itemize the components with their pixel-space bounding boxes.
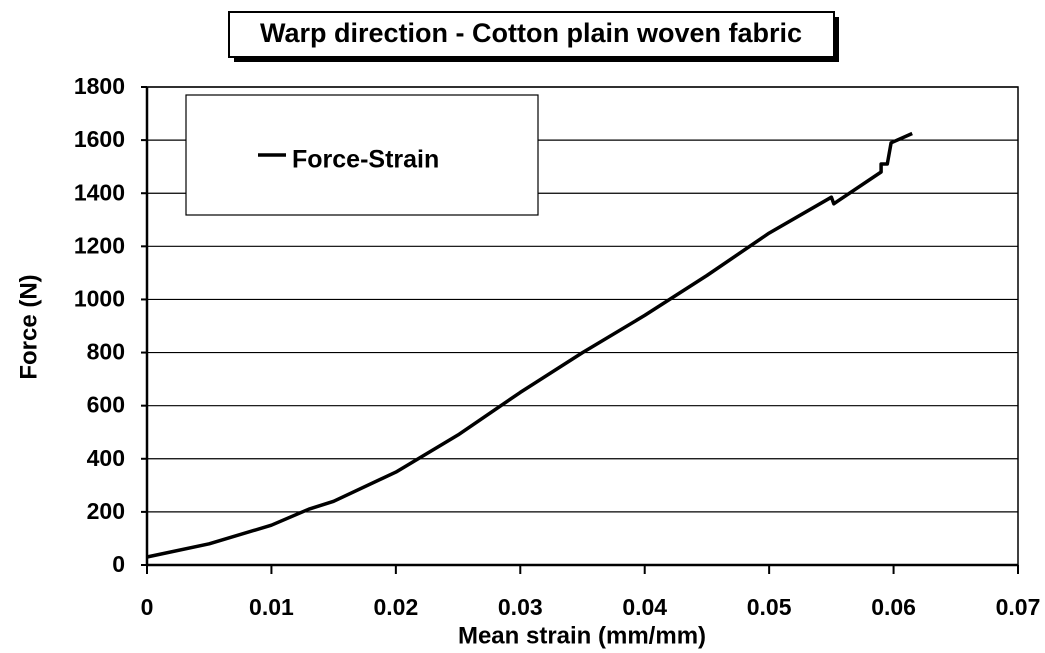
title-box	[228, 11, 835, 58]
y-tick-label: 1000	[74, 286, 125, 312]
x-tick-label: 0.02	[373, 594, 418, 620]
x-tick-label: 0.04	[622, 594, 667, 620]
legend-box	[185, 94, 539, 216]
chart-title: Warp direction - Cotton plain woven fabr…	[260, 18, 802, 48]
y-tick-label: 1200	[74, 232, 125, 258]
y-tick-label: 200	[87, 498, 125, 524]
x-tick-label: 0	[141, 594, 154, 620]
y-tick-label: 600	[87, 392, 125, 418]
y-tick-label: 1800	[74, 73, 125, 99]
x-tick-label: 0.07	[996, 594, 1041, 620]
x-tick-label: 0.01	[249, 594, 294, 620]
y-tick-label: 1600	[74, 126, 125, 152]
x-tick-label: 0.03	[498, 594, 543, 620]
x-tick-label: 0.05	[747, 594, 792, 620]
y-tick-label: 1400	[74, 179, 125, 205]
x-tick-label: 0.06	[871, 594, 916, 620]
legend-label: Force-Strain	[292, 146, 439, 174]
y-tick-label: 0	[112, 551, 125, 577]
data-line	[146, 131, 913, 559]
y-tick-label: 800	[87, 339, 125, 365]
x-axis-label: Mean strain (mm/mm)	[458, 622, 706, 649]
y-axis-label: Force (N)	[15, 274, 42, 379]
y-tick-label: 400	[87, 445, 125, 471]
